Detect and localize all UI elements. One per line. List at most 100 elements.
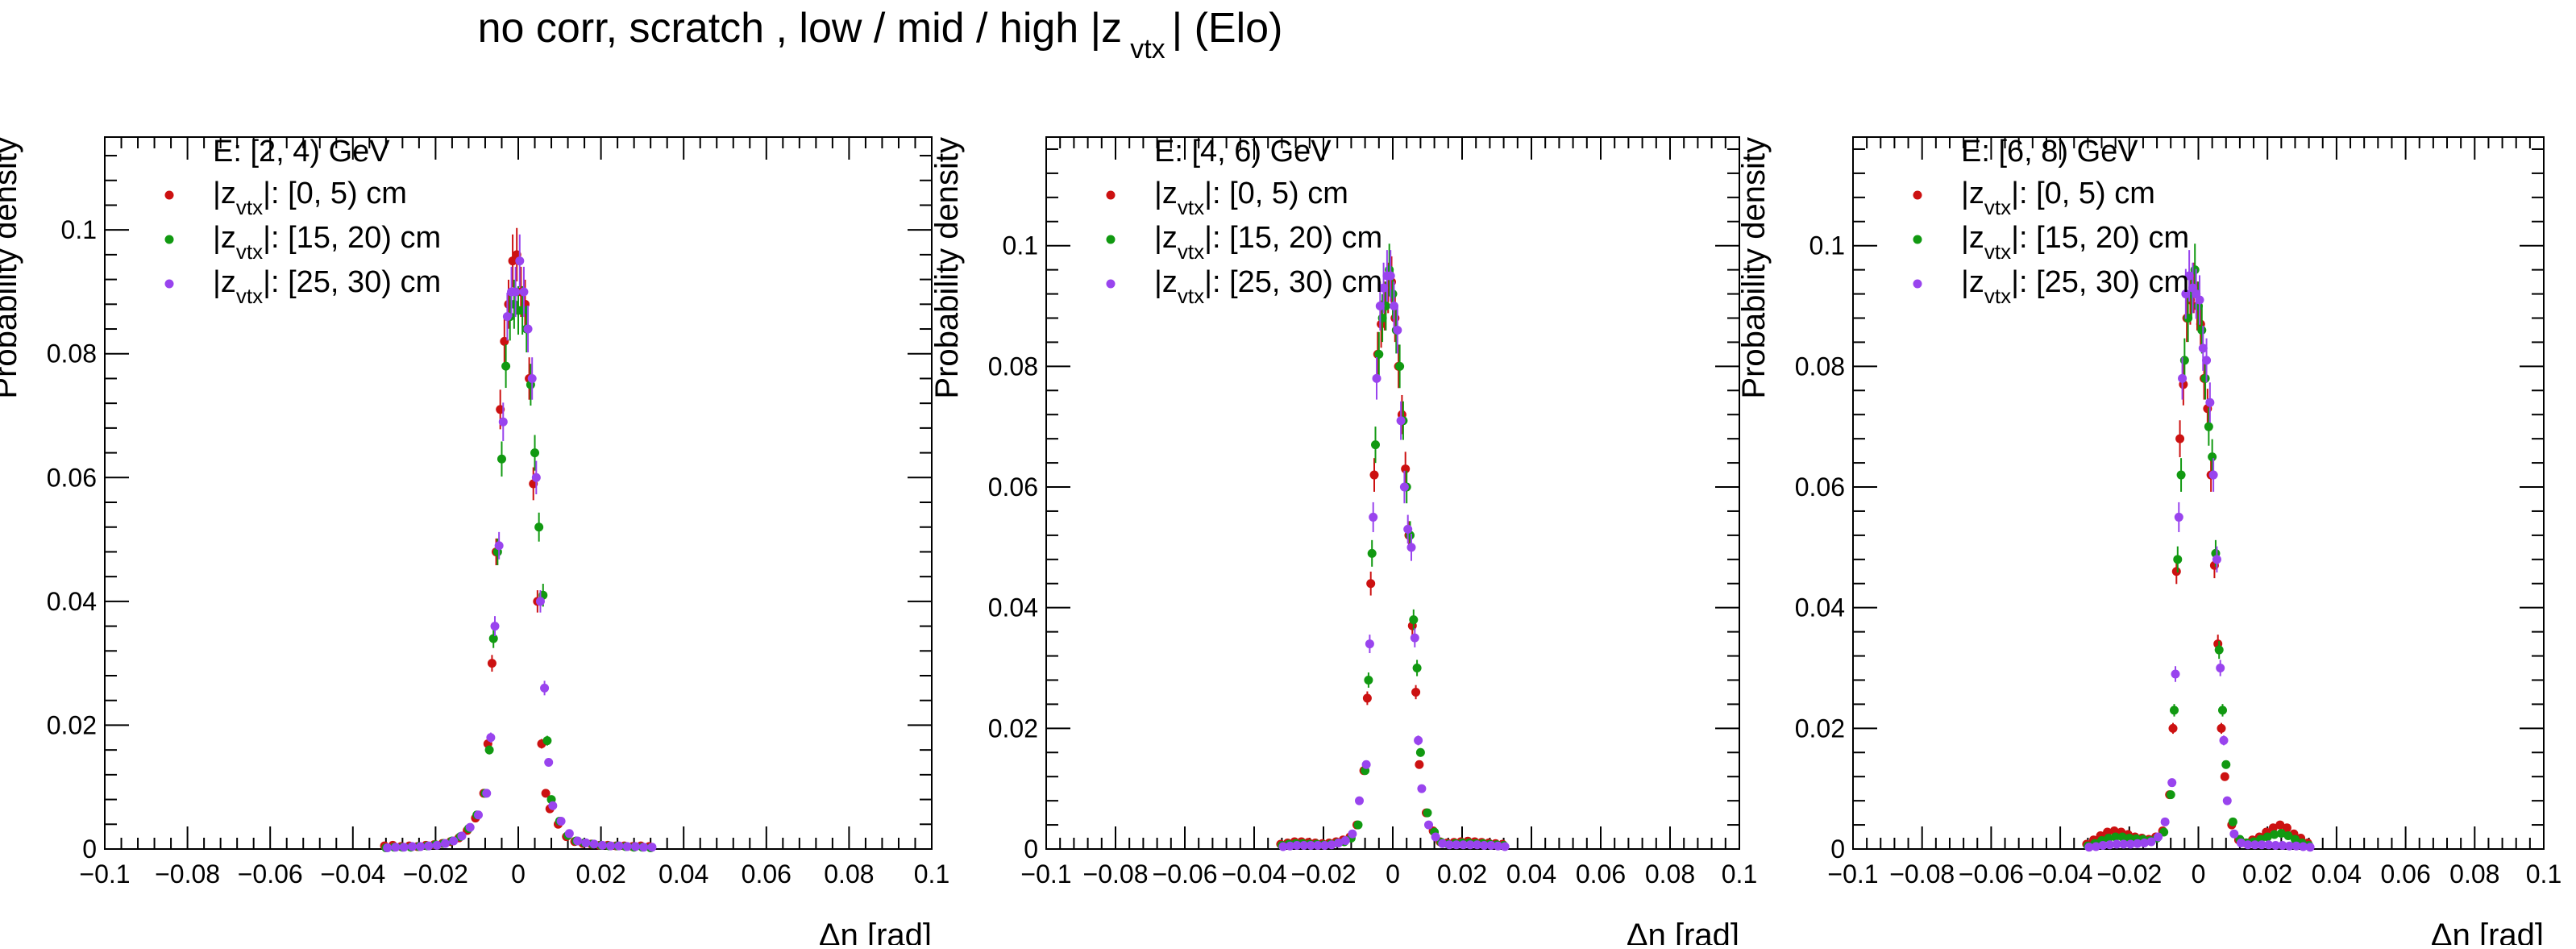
data-point bbox=[1452, 840, 1461, 850]
data-point bbox=[2119, 839, 2129, 849]
legend-label: |zvtx|: [0, 5) cm bbox=[1961, 177, 2155, 219]
legend-label-range: |: [0, 5) cm bbox=[1204, 177, 1348, 210]
legend-label-range: |: [25, 30) cm bbox=[263, 265, 441, 299]
data-point bbox=[2181, 289, 2191, 299]
data-point bbox=[1372, 373, 1381, 383]
legend: |zvtx|: [0, 5) cm|zvtx|: [15, 20) cm|zvt… bbox=[1106, 177, 1382, 308]
data-point bbox=[540, 683, 550, 693]
data-point bbox=[527, 373, 537, 383]
x-tick-label: −0.04 bbox=[2028, 860, 2093, 889]
legend-label-range: |: [25, 30) cm bbox=[1204, 265, 1382, 299]
data-point bbox=[1355, 796, 1365, 805]
legend-label-subscript: vtx bbox=[1984, 284, 2011, 308]
data-point bbox=[1406, 543, 1416, 552]
data-point bbox=[2278, 841, 2287, 851]
data-point bbox=[2299, 842, 2308, 851]
data-point bbox=[2228, 817, 2237, 826]
legend-entry-2: |zvtx|: [15, 20) cm bbox=[164, 221, 441, 264]
data-point bbox=[2111, 832, 2121, 842]
x-tick-label: −0.08 bbox=[1083, 860, 1149, 889]
data-point bbox=[2171, 567, 2181, 576]
legend-label: |zvtx|: [15, 20) cm bbox=[1961, 221, 2189, 264]
data-point bbox=[1438, 839, 1448, 848]
legend-marker bbox=[164, 279, 174, 289]
data-point bbox=[1424, 820, 1434, 830]
data-point bbox=[2197, 325, 2207, 335]
legend-entry-3: |zvtx|: [25, 30) cm bbox=[1913, 265, 2189, 308]
series-2 bbox=[2083, 243, 2314, 851]
x-tick-label: 0.04 bbox=[2312, 860, 2362, 889]
legend-label-prefix: |z bbox=[1154, 221, 1178, 255]
data-point bbox=[1473, 840, 1482, 850]
x-tick-label: 0.06 bbox=[742, 860, 791, 889]
energy-label: E: [2, 4) GeV bbox=[213, 135, 390, 169]
y-tick-label: 0 bbox=[1024, 835, 1038, 864]
x-tick-label: −0.02 bbox=[2096, 860, 2162, 889]
legend-label-subscript: vtx bbox=[1178, 195, 1204, 219]
data-point bbox=[2184, 271, 2194, 281]
x-tick-label: 0.1 bbox=[914, 860, 949, 889]
data-point bbox=[519, 287, 529, 297]
data-point bbox=[2160, 817, 2170, 826]
data-point bbox=[2270, 830, 2279, 839]
data-point bbox=[432, 840, 442, 850]
data-point bbox=[1414, 735, 1423, 745]
data-point bbox=[2216, 664, 2225, 673]
data-point bbox=[534, 522, 544, 532]
data-point bbox=[597, 840, 607, 850]
data-point bbox=[541, 789, 551, 798]
data-point bbox=[2236, 839, 2246, 848]
data-point bbox=[1374, 349, 1384, 359]
legend-label: |zvtx|: [0, 5) cm bbox=[213, 177, 407, 219]
data-point bbox=[1401, 464, 1411, 474]
data-point bbox=[490, 622, 500, 631]
data-point bbox=[2098, 841, 2108, 851]
data-point bbox=[1306, 841, 1315, 851]
x-tick-label: −0.04 bbox=[1222, 860, 1287, 889]
legend-label: |zvtx|: [25, 30) cm bbox=[1154, 265, 1382, 308]
data-point bbox=[1486, 841, 1496, 851]
data-point bbox=[517, 306, 527, 315]
x-tick-label: 0.02 bbox=[575, 860, 625, 889]
data-point bbox=[2104, 834, 2113, 843]
y-tick-label: 0.02 bbox=[47, 710, 97, 739]
series-1 bbox=[380, 227, 654, 851]
data-point bbox=[2243, 840, 2253, 850]
data-point bbox=[544, 758, 554, 768]
data-point bbox=[440, 839, 450, 848]
legend-label-range: |: [0, 5) cm bbox=[2011, 177, 2155, 210]
data-point bbox=[1500, 842, 1510, 851]
data-point bbox=[1369, 470, 1379, 480]
panel-2: −0.1 −0.08 −0.06 −0.04 −0.02 0 0.02 0.04 0.06 0.0… bbox=[929, 135, 1757, 949]
data-point bbox=[1367, 548, 1377, 558]
data-point bbox=[530, 448, 540, 458]
legend-marker bbox=[1913, 190, 1922, 200]
legend-label-prefix: |z bbox=[1961, 265, 1984, 299]
y-axis: 0 0.02 0.04 0.06 0.08 0.1 bbox=[47, 155, 932, 864]
data-point bbox=[2271, 841, 2280, 851]
legend-entry-3: |zvtx|: [25, 30) cm bbox=[1106, 265, 1382, 308]
plot-frame bbox=[1852, 136, 2545, 850]
data-point bbox=[1371, 440, 1380, 450]
data-point bbox=[1415, 747, 1425, 757]
y-tick-label: 0.1 bbox=[61, 215, 97, 244]
x-tick-label: 0 bbox=[1386, 860, 1400, 889]
x-tick-label: 0 bbox=[2192, 860, 2206, 889]
data-point bbox=[2200, 373, 2210, 383]
data-point bbox=[1390, 302, 1399, 311]
y-axis-title: Probability density bbox=[929, 137, 965, 399]
x-tick-label: 0.1 bbox=[2526, 860, 2561, 889]
data-point bbox=[1417, 784, 1427, 793]
data-point bbox=[2264, 840, 2274, 850]
legend-entry-1: |zvtx|: [0, 5) cm bbox=[1106, 177, 1348, 219]
data-point bbox=[1399, 482, 1409, 492]
data-point bbox=[1415, 760, 1424, 769]
legend-label-prefix: |z bbox=[1154, 265, 1178, 299]
data-point bbox=[2154, 832, 2163, 842]
data-point bbox=[2250, 840, 2260, 850]
figure-title: no corr, scratch , low / mid / high |z vt… bbox=[478, 5, 1283, 65]
data-point bbox=[1409, 615, 1419, 625]
legend-entry-3: |zvtx|: [25, 30) cm bbox=[164, 265, 441, 308]
legend-label-subscript: vtx bbox=[1178, 284, 1204, 308]
data-point bbox=[542, 736, 552, 746]
